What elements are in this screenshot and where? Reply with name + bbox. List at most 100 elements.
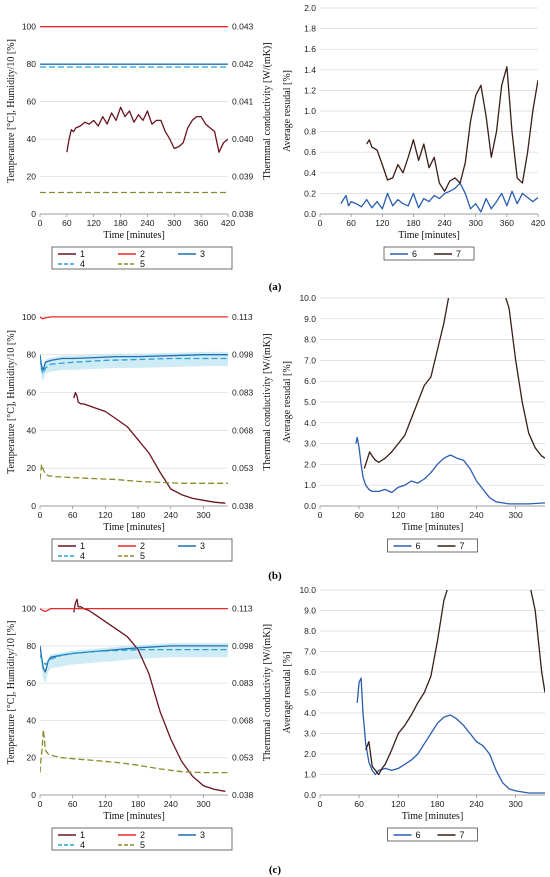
series-line-2 (40, 316, 228, 320)
legend-label-5: 5 (140, 840, 145, 850)
y-tick-label: 6.0 (304, 376, 316, 386)
legend-box (383, 246, 475, 261)
x-tick-label: 0 (318, 510, 323, 520)
series-line-1 (73, 598, 226, 792)
x-tick-label: 300 (196, 510, 210, 520)
legend-label-1: 1 (80, 830, 85, 840)
legend-label-3: 3 (200, 830, 205, 840)
x-tick-label: 300 (509, 799, 523, 809)
legend-label-1: 1 (80, 249, 85, 259)
x-tick-label: 120 (391, 799, 405, 809)
x-tick-label: 180 (131, 799, 145, 809)
legend-box (387, 538, 478, 553)
x-tick-label: 180 (113, 218, 127, 228)
x-tick-label: 300 (509, 510, 523, 520)
series-line-7 (365, 590, 545, 776)
y-tick-label: 9.0 (304, 606, 316, 616)
panel-label-c: (c) (269, 864, 282, 876)
y-tick-label: 3.0 (304, 439, 316, 449)
x-tick-label: 120 (98, 799, 112, 809)
y-tick-label: 8.0 (304, 626, 316, 636)
x-axis-label: Time [minutes] (103, 230, 165, 241)
series-line-7 (363, 298, 545, 469)
legend-label-2: 2 (140, 541, 145, 551)
series-line-6 (355, 436, 545, 505)
x-axis-label: Time [minutes] (402, 811, 464, 822)
y2-tick-label: 0.113 (232, 604, 253, 614)
x-tick-label: 360 (500, 218, 514, 228)
x-tick-label: 60 (346, 218, 356, 228)
chart-c-left: 0 20 40 60 80 100 0 60 120 180 240 300 0.038 0.053 0.0… (6, 598, 273, 851)
y-tick-label: 10.0 (299, 293, 316, 303)
series-line-6 (356, 677, 545, 794)
y-tick-label: 60 (27, 97, 37, 107)
y2-tick-label: 0.068 (232, 425, 254, 435)
y-axis-label: Average resudal [%] (282, 361, 293, 443)
y-tick-label: 1.6 (304, 44, 316, 54)
y-tick-label: 3.0 (304, 729, 316, 739)
x-tick-label: 180 (430, 799, 444, 809)
x-tick-label: 240 (164, 510, 178, 520)
x-tick-label: 120 (87, 218, 101, 228)
y-axis-label: Average resudal [%] (282, 652, 293, 734)
y-tick-label: 20 (27, 172, 37, 182)
y-tick-label: 100 (22, 22, 36, 32)
y2-tick-label: 0.098 (232, 641, 254, 651)
y2-axis-label: Thermmal conductivity [W/(mK)] (262, 42, 273, 179)
y2-tick-label: 0.053 (232, 753, 254, 763)
legend-label-6: 6 (416, 541, 421, 551)
y2-tick-label: 0.041 (232, 97, 254, 107)
y2-tick-label: 0.038 (232, 501, 254, 511)
y-tick-label: 1.8 (304, 24, 316, 34)
x-tick-label: 120 (375, 218, 389, 228)
panel-label-a: (a) (269, 281, 282, 293)
y-tick-label: 1.0 (304, 480, 316, 490)
x-tick-label: 300 (196, 799, 210, 809)
y-tick-label: 7.0 (304, 355, 316, 365)
legend-label-7: 7 (460, 541, 465, 551)
y-tick-label: 0.2 (304, 188, 316, 198)
x-tick-label: 60 (68, 510, 78, 520)
y-tick-label: 10.0 (299, 585, 316, 595)
legend-label-4: 4 (80, 551, 85, 561)
y-tick-label: 1.0 (304, 770, 316, 780)
y-tick-label: 100 (22, 604, 36, 614)
legend-label-1: 1 (80, 541, 85, 551)
legend-label-7: 7 (456, 249, 461, 259)
y2-tick-label: 0.068 (232, 715, 254, 725)
legend-label-3: 3 (200, 249, 205, 259)
y-tick-label: 8.0 (304, 335, 316, 345)
series-line-3 (40, 645, 228, 673)
series-line-4 (40, 357, 228, 375)
series-line-7 (366, 66, 538, 192)
x-tick-label: 0 (318, 218, 323, 228)
y2-tick-label: 0.113 (232, 312, 253, 322)
y2-tick-label: 0.038 (232, 790, 254, 800)
legend-label-2: 2 (140, 249, 145, 259)
y-tick-label: 100 (22, 312, 36, 322)
chart-b-right: 0.0 1.0 2.0 3.0 4.0 5.0 6.0 7.0 8.0 9.0 10.0 0 60 120… (282, 293, 545, 553)
x-tick-label: 60 (68, 799, 78, 809)
x-tick-label: 420 (221, 218, 235, 228)
y2-tick-label: 0.083 (232, 388, 254, 398)
x-tick-label: 60 (62, 218, 72, 228)
y-tick-label: 40 (27, 425, 37, 435)
y2-tick-label: 0.098 (232, 350, 254, 360)
x-tick-label: 180 (430, 510, 444, 520)
panel-label-b: (b) (268, 570, 282, 582)
legend-label-5: 5 (140, 551, 145, 561)
x-tick-label: 180 (406, 218, 420, 228)
uncertainty-band (40, 643, 228, 684)
x-tick-label: 420 (531, 218, 545, 228)
y-tick-label: 0 (31, 790, 36, 800)
uncertainty-band (40, 351, 228, 382)
series-line-3 (40, 354, 228, 371)
y-tick-label: 9.0 (304, 314, 316, 324)
legend-label-3: 3 (200, 541, 205, 551)
chart-b-left: 0 20 40 60 80 100 0 60 120 180 240 300 0.038 0.053 0.0… (6, 312, 273, 562)
series-line-5 (40, 463, 228, 484)
y-tick-label: 1.4 (304, 65, 316, 75)
